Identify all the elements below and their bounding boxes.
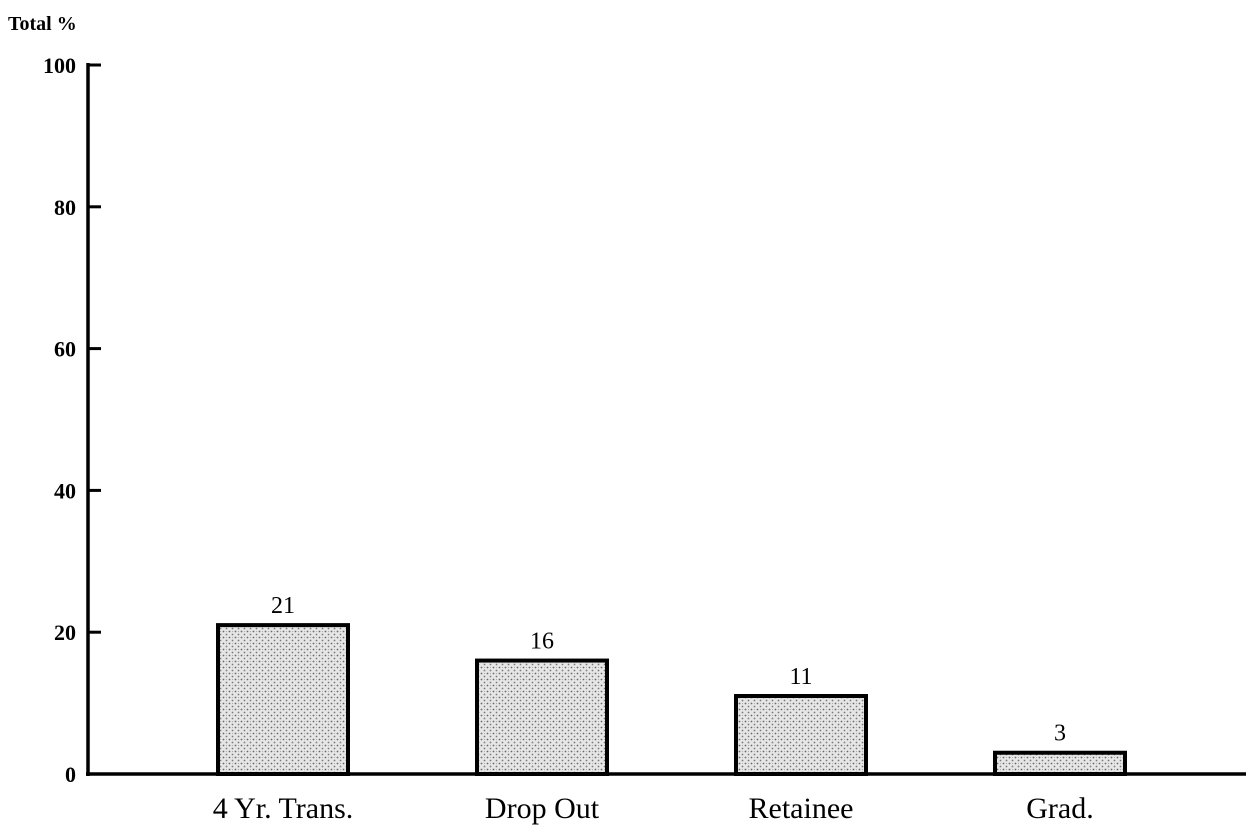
bar [734,694,868,777]
data-label: 16 [530,629,554,655]
y-tick-label: 60 [54,337,76,362]
bar [993,750,1127,776]
category-label: Retainee [749,792,854,825]
y-tick-label: 80 [54,195,76,220]
category-label: Grad. [1026,792,1093,825]
bar [216,623,350,776]
labels: 0 20 40 60 80 100 21 4 Yr. Trans. 16 Drop Out 11 Re… [43,53,1094,825]
data-label: 3 [1054,721,1066,747]
category-label: 4 Yr. Trans. [213,792,354,825]
data-label: 21 [271,593,295,619]
data-label: 11 [789,664,812,690]
bars [216,623,1127,777]
y-tick-label: 0 [65,762,76,787]
y-tick-label: 20 [54,620,76,645]
y-tick-label: 100 [43,53,76,78]
bar [475,658,609,776]
category-label: Drop Out [485,792,600,825]
y-tick-label: 40 [54,478,76,503]
y-axis-title: Total % [8,13,77,35]
